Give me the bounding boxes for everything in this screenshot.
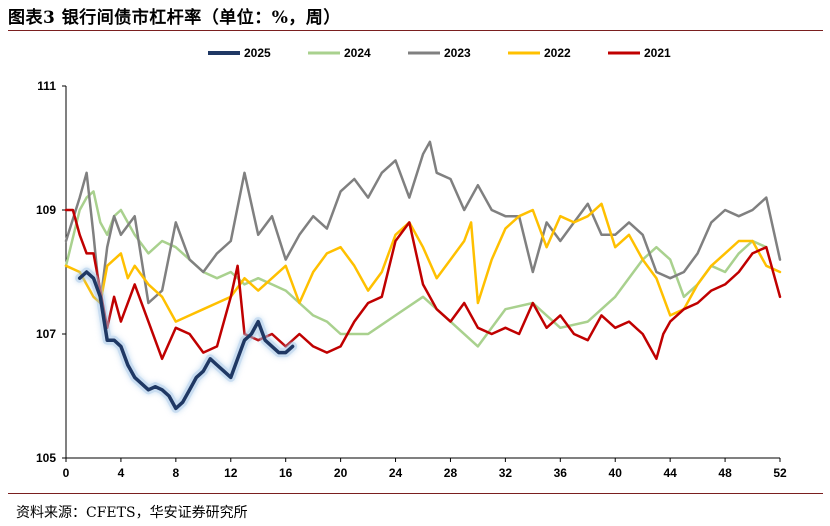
legend-label-2025: 2025: [244, 46, 271, 60]
series-line-2025: [77, 270, 295, 411]
x-tick-label: 48: [718, 466, 732, 480]
source-divider: [8, 493, 823, 494]
y-tick-label: 105: [36, 451, 56, 465]
chart-series: [64, 140, 782, 413]
x-tick-label: 24: [389, 466, 403, 480]
x-tick-label: 16: [279, 466, 293, 480]
series-line-2024: [64, 190, 768, 348]
legend-label-2023: 2023: [444, 46, 471, 60]
x-tick-label: 0: [63, 466, 70, 480]
x-tick-label: 52: [773, 466, 787, 480]
y-tick-label: 107: [36, 327, 56, 341]
x-tick-label: 8: [173, 466, 180, 480]
x-tick-label: 28: [444, 466, 458, 480]
legend-label-2022: 2022: [544, 46, 571, 60]
page-title: 图表3 银行间债市杠杆率（单位：%，周）: [8, 8, 341, 28]
x-tick-label: 36: [554, 466, 568, 480]
series-line-2021: [64, 208, 782, 361]
series-line-2022: [64, 202, 782, 323]
legend-label-2021: 2021: [644, 46, 671, 60]
y-tick-label: 111: [37, 79, 56, 93]
legend-label-2024: 2024: [344, 46, 371, 60]
x-tick-label: 32: [499, 466, 513, 480]
x-tick-label: 12: [224, 466, 238, 480]
x-tick-label: 44: [663, 466, 677, 480]
source-note: 资料来源：CFETS，华安证券研究所: [16, 505, 248, 521]
series-line-2023: [64, 140, 782, 305]
title-divider: [8, 30, 823, 31]
x-tick-label: 40: [609, 466, 623, 480]
x-tick-label: 20: [334, 466, 348, 480]
x-tick-label: 4: [118, 466, 125, 480]
chart-legend: 2025 2024 2023 2022 2021: [208, 46, 671, 60]
y-tick-label: 109: [36, 203, 56, 217]
